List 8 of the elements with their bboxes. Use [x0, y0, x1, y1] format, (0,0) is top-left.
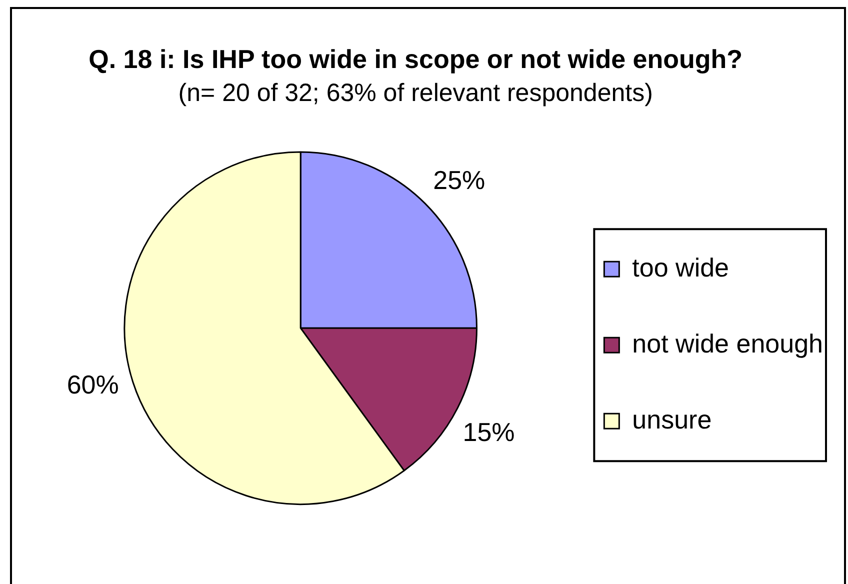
data-label: 60%: [66, 370, 119, 400]
data-label: 15%: [462, 416, 515, 447]
legend-label: not wide enough: [632, 328, 824, 358]
legend-label: unsure: [632, 404, 712, 434]
chart-title: Q. 18 i: Is IHP too wide in scope or not wide enough?: [88, 44, 743, 74]
data-label: 25%: [433, 164, 486, 195]
chart-subtitle: (n= 20 of 32; 63% of relevant respondents): [178, 79, 653, 108]
legend-label: too wide: [632, 252, 730, 282]
